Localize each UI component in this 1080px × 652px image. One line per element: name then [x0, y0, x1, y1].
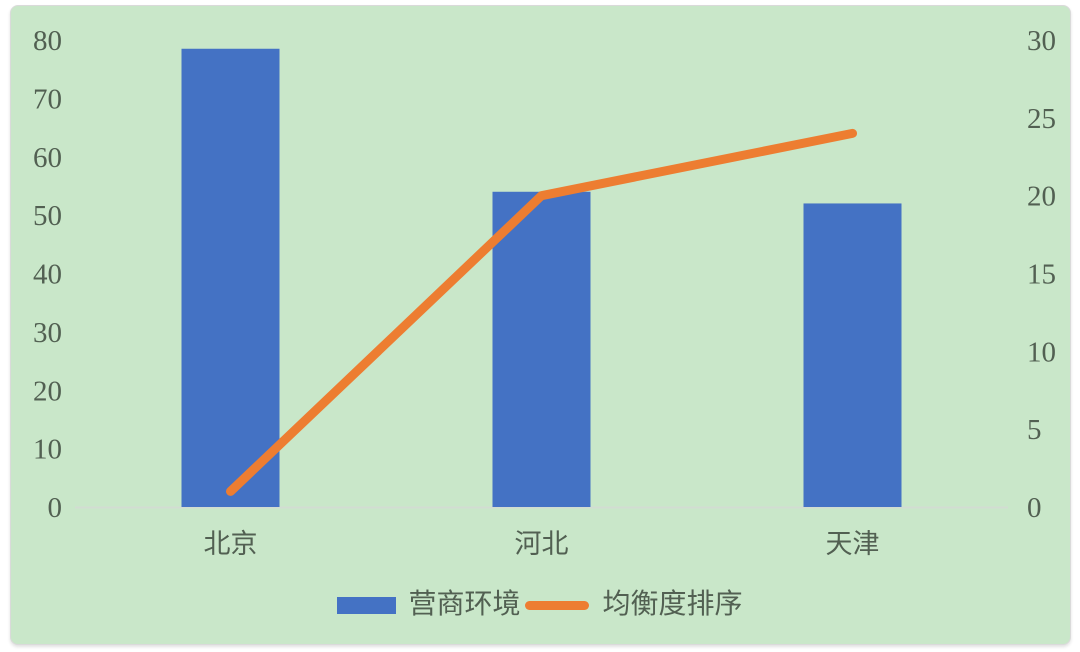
right-axis-tick-label: 0 — [1027, 492, 1042, 524]
right-axis-tick-label: 30 — [1027, 25, 1056, 57]
legend-bar-swatch — [337, 596, 397, 614]
left-axis-tick-label: 40 — [33, 259, 62, 291]
legend-item-line: 均衡度排序 — [521, 588, 743, 622]
left-axis-tick-label: 60 — [33, 142, 62, 174]
left-axis-tick-label: 50 — [33, 200, 62, 232]
legend-line-label: 均衡度排序 — [602, 589, 743, 620]
left-axis-tick-label: 10 — [33, 434, 62, 466]
legend-item-bar: 营商环境 — [337, 588, 521, 622]
left-axis-tick-label: 30 — [33, 317, 62, 349]
right-axis-tick-label: 15 — [1027, 259, 1056, 291]
legend-bar-label: 营商环境 — [408, 589, 521, 620]
bar-河北 — [492, 191, 591, 507]
x-axis-category-label: 河北 — [515, 529, 569, 559]
right-axis-tick-label: 25 — [1027, 103, 1056, 135]
right-axis-tick-label: 20 — [1027, 181, 1056, 213]
left-axis-tick-label: 70 — [33, 83, 62, 115]
left-axis-tick-label: 0 — [48, 492, 63, 524]
legend-line-swatch — [524, 600, 589, 610]
left-axis-tick-label: 80 — [33, 25, 62, 57]
line-series-path — [226, 128, 857, 496]
x-axis-category-label: 北京 — [204, 529, 258, 559]
chart-legend: 营商环境 均衡度排序 — [0, 588, 1080, 622]
right-axis-tick-label: 5 — [1027, 414, 1042, 446]
bar-天津 — [803, 203, 902, 507]
left-axis-tick-label: 20 — [33, 375, 62, 407]
bar-北京 — [181, 48, 280, 507]
x-axis-category-label: 天津 — [826, 529, 880, 559]
right-axis-tick-label: 10 — [1027, 336, 1056, 368]
